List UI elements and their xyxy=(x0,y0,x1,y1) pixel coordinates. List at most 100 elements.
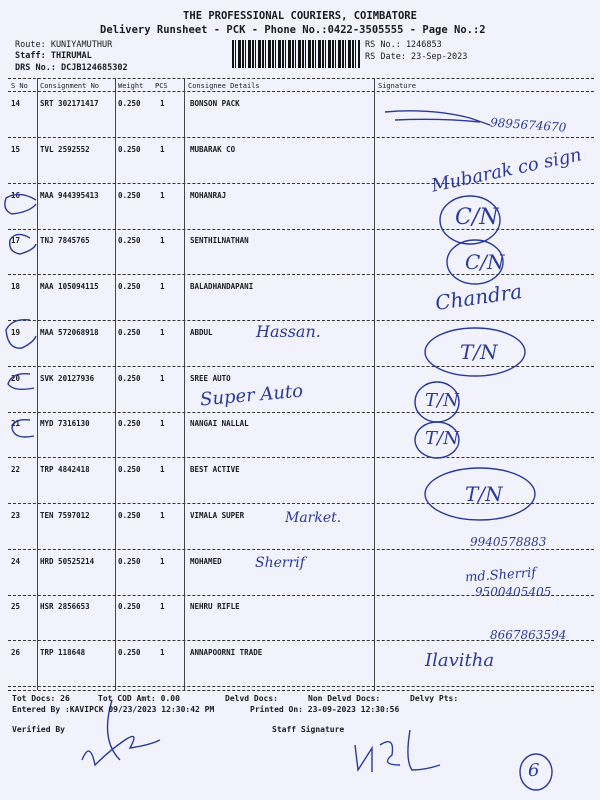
cell-weight: 0.250 xyxy=(118,419,141,429)
cell-consignment: TVL 2592552 xyxy=(40,144,90,154)
row-divider xyxy=(8,457,594,459)
signature-scribble xyxy=(384,110,491,126)
cell-consignee: MOHANRAJ xyxy=(190,190,227,200)
barcode xyxy=(232,40,360,68)
row-divider xyxy=(8,548,594,550)
circle-mark xyxy=(424,467,536,521)
verified-by-label: Verified By xyxy=(12,725,65,734)
column-line xyxy=(115,78,116,690)
row-divider xyxy=(8,686,594,687)
cell-weight: 0.250 xyxy=(118,373,141,383)
cell-consignment: TEN 7597012 xyxy=(40,510,90,520)
cell-consignment: HRD 50525214 xyxy=(40,556,95,566)
circle-mark xyxy=(439,195,501,245)
cell-sno: 19 xyxy=(11,327,21,337)
non-delvd-docs: Non Delvd Docs: xyxy=(308,694,381,703)
circle-mark xyxy=(414,421,460,459)
cell-pcs: 1 xyxy=(160,419,165,429)
printed-on: Printed On: 23-09-2023 12:30:56 xyxy=(250,705,400,714)
row-divider xyxy=(8,274,594,276)
cell-pcs: 1 xyxy=(160,144,165,154)
column-line xyxy=(184,78,185,690)
col-consignee: Consignee Details xyxy=(188,82,260,90)
row-circle-mark xyxy=(11,418,35,438)
cell-sno: 20 xyxy=(11,373,21,383)
cell-consignment: SVK 20127936 xyxy=(40,373,95,383)
cell-sno: 15 xyxy=(11,144,21,154)
entered-by: Entered By :KAVIPCK 09/23/2023 12:30:42 … xyxy=(12,705,215,714)
cell-pcs: 1 xyxy=(160,99,165,108)
cell-consignee: SENTHILNATHAN xyxy=(190,236,249,246)
row-circle-mark xyxy=(4,193,37,215)
cell-consignment: MAA 105094115 xyxy=(40,282,99,291)
rs-date: RS Date: 23-Sep-2023 xyxy=(365,52,468,62)
cell-consignee: ANNAPOORNI TRADE xyxy=(190,648,263,657)
cell-consignee: MUBARAK CO xyxy=(190,144,236,154)
circle-mark xyxy=(424,327,526,377)
row-divider xyxy=(8,411,594,413)
row-divider xyxy=(8,640,594,642)
row-circle-mark xyxy=(9,233,37,255)
cell-consignee: BEST ACTIVE xyxy=(190,465,240,474)
handwritten-signature: T/N xyxy=(465,482,503,506)
staff: Staff: THIRUMAL xyxy=(15,51,92,61)
cell-pcs: 1 xyxy=(160,373,165,383)
row-divider xyxy=(8,503,594,504)
cell-weight: 0.250 xyxy=(118,190,141,200)
circle-mark xyxy=(414,381,460,423)
cell-sno: 24 xyxy=(11,556,21,566)
cell-pcs: 1 xyxy=(160,510,165,520)
cell-sno: 25 xyxy=(11,602,21,612)
cell-weight: 0.250 xyxy=(118,282,141,291)
cell-weight: 0.250 xyxy=(118,236,141,246)
col-signature: Signature xyxy=(378,82,416,90)
cell-consignee: SREE AUTO xyxy=(190,373,231,383)
cell-consignee: BALADHANDAPANI xyxy=(190,282,254,291)
cell-sno: 14 xyxy=(11,99,21,108)
cell-consignment: SRT 302171417 xyxy=(40,99,99,108)
handwritten-phone: 9500405405 xyxy=(475,585,552,599)
rs-number: RS No.: 1246853 xyxy=(365,40,442,50)
cell-consignee: NANGAI NALLAL xyxy=(190,419,249,429)
row-divider xyxy=(8,594,594,596)
handwritten-page-mark: 6 xyxy=(528,760,540,781)
cell-weight: 0.250 xyxy=(118,556,141,566)
col-sno: S No xyxy=(11,82,28,90)
cell-pcs: 1 xyxy=(160,465,165,474)
cell-consignee: VIMALA SUPER xyxy=(190,510,245,520)
column-line xyxy=(374,78,375,690)
staff-signature-label: Staff Signature xyxy=(272,725,345,734)
cell-consignment: MAA 944395413 xyxy=(40,190,99,200)
cell-sno: 23 xyxy=(11,510,21,520)
cell-sno: 26 xyxy=(11,648,21,657)
column-line xyxy=(37,78,38,690)
tot-cod-amt: Tot COD Amt: 0.00 xyxy=(98,694,180,703)
cell-pcs: 1 xyxy=(160,648,165,657)
cell-pcs: 1 xyxy=(160,556,165,566)
cell-weight: 0.250 xyxy=(118,465,141,474)
cell-consignee: MOHAMED xyxy=(190,556,222,566)
handwritten-name: Sherrif xyxy=(255,555,305,571)
cell-weight: 0.250 xyxy=(118,144,141,154)
handwritten-signature: T/N xyxy=(425,390,459,411)
handwritten-signature: T/N xyxy=(425,428,459,449)
row-divider xyxy=(8,320,594,321)
divider xyxy=(8,690,594,691)
verified-signature xyxy=(81,699,161,767)
col-pcs: PCS xyxy=(155,82,168,90)
staff-signature xyxy=(354,729,441,773)
cell-sno: 17 xyxy=(11,236,21,246)
delvy-pts: Delvy Pts: xyxy=(410,694,459,703)
company-title: THE PROFESSIONAL COURIERS, COIMBATORE xyxy=(183,10,417,22)
handwritten-signature: T/N xyxy=(460,340,498,364)
cell-sno: 18 xyxy=(11,282,21,291)
cell-consignment: HSR 2856653 xyxy=(40,602,90,612)
route: Route: KUNIYAMUTHUR xyxy=(15,40,113,50)
handwritten-signature: Ilavitha xyxy=(425,650,495,671)
cell-weight: 0.250 xyxy=(118,602,141,612)
cell-consignment: MAA 572068918 xyxy=(40,327,99,337)
row-circle-mark xyxy=(7,373,35,391)
cell-weight: 0.250 xyxy=(118,510,141,520)
handwritten-name: Market. xyxy=(285,510,342,526)
